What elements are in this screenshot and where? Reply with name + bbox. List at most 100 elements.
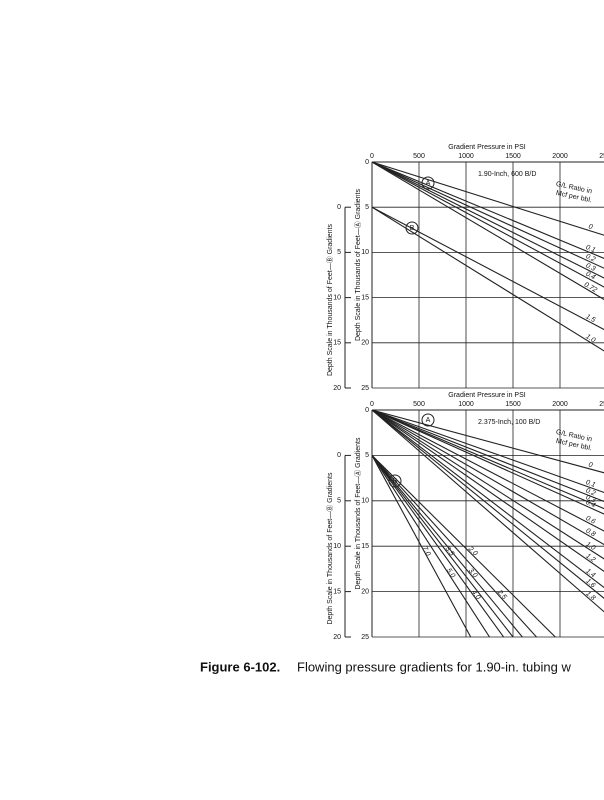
curve-label: 2.5 <box>495 588 507 601</box>
y-tick-label: 0 <box>337 452 341 459</box>
gradient-curve <box>371 161 604 269</box>
curve-label: 0.2 <box>585 253 597 263</box>
curve-label: 5.0 <box>445 567 456 579</box>
gradient-curve <box>371 206 604 352</box>
x-tick-label: 2000 <box>552 153 568 160</box>
gradient-curve <box>371 409 604 613</box>
y-axis-title: Depth Scale in Thousands of Feet—Ⓑ Gradi… <box>326 224 334 377</box>
x-tick-label: 0 <box>370 153 374 160</box>
curve-label: 0.1 <box>585 244 597 254</box>
caption-number: Figure 6-102. <box>200 659 280 674</box>
y-tick-label: 0 <box>365 159 369 166</box>
curve-label: 0.3 <box>585 494 597 504</box>
y-axis-title: Depth Scale in Thousands of Feet—Ⓑ Gradi… <box>326 472 334 625</box>
x-tick-label: 1000 <box>458 153 474 160</box>
gradient-curve <box>371 455 556 638</box>
y-tick-label: 20 <box>361 340 369 347</box>
y-tick-label: 20 <box>361 588 369 595</box>
gradient-curve <box>371 409 604 560</box>
x-tick-label: 1000 <box>458 401 474 408</box>
gradient-curve <box>371 455 537 638</box>
curve-label: 1.6 <box>584 578 596 590</box>
curve-label: 1.2 <box>584 553 596 564</box>
y-axis-title: Depth Scale in Thousands of Feet—Ⓐ Gradi… <box>354 437 362 590</box>
x-tick-label: 0 <box>370 401 374 408</box>
y-tick-label: 5 <box>365 204 369 211</box>
gradient-curve <box>371 161 604 236</box>
curve-label: 1.4 <box>584 568 596 580</box>
gradient-curve <box>371 161 604 288</box>
curve-label: 0.3 <box>584 262 596 273</box>
gradient-curve <box>371 161 604 259</box>
curve-label: 0.1 <box>585 479 597 489</box>
curve-label: 0 <box>588 223 594 231</box>
gradient-curve <box>371 409 604 494</box>
gradient-curve <box>371 409 604 510</box>
y-tick-label: 20 <box>333 634 341 641</box>
curve-label: 7.0 <box>421 545 432 557</box>
gradient-curve <box>371 161 604 279</box>
y-tick-label: 25 <box>361 634 369 641</box>
x-tick-label: 500 <box>413 401 425 408</box>
x-tick-label: 2000 <box>552 401 568 408</box>
curve-label: 3.0 <box>467 567 479 579</box>
y-tick-label: 15 <box>361 294 369 301</box>
curve-label: 0.72 <box>583 281 598 294</box>
y-tick-label: 5 <box>337 498 341 505</box>
marker-letter: A <box>426 417 431 424</box>
x-axis-title: Gradient Pressure in PSI <box>448 144 525 151</box>
gradient-curve <box>371 455 523 638</box>
curve-label: 0.4 <box>585 499 597 509</box>
y-tick-label: 5 <box>337 249 341 256</box>
gradient-curve <box>371 409 604 503</box>
caption-text: Flowing pressure gradients for 1.90-in. … <box>297 659 571 674</box>
curve-label: 1.0 <box>584 541 596 552</box>
y-tick-label: 10 <box>333 294 341 301</box>
y-tick-label: 5 <box>365 452 369 459</box>
gradient-curve <box>371 409 604 474</box>
gradient-curve <box>371 455 505 638</box>
gradient-curve <box>371 455 472 638</box>
gradient-curve <box>371 409 604 573</box>
gradient-curve <box>371 409 604 532</box>
curve-label: 1.0 <box>584 333 596 344</box>
y-tick-label: 15 <box>333 340 341 347</box>
y-tick-label: 10 <box>333 543 341 550</box>
marker-letter: A <box>426 180 431 187</box>
y-tick-label: 10 <box>361 249 369 256</box>
curve-label: 1.8 <box>584 590 596 602</box>
gradient-curve <box>371 409 604 589</box>
x-axis-title: Gradient Pressure in PSI <box>448 392 525 399</box>
curve-label: 0.8 <box>584 527 596 538</box>
gradient-curve <box>371 409 604 546</box>
y-tick-label: 0 <box>337 204 341 211</box>
x-tick-label: 500 <box>413 153 425 160</box>
curve-label: 0.6 <box>584 515 596 526</box>
x-tick-label: 2500 <box>599 401 604 408</box>
y-tick-label: 20 <box>333 385 341 392</box>
gradient-curve <box>371 455 490 638</box>
marker-circle <box>421 413 435 427</box>
y-axis-title: Depth Scale in Thousands of Feet—Ⓐ Gradi… <box>354 189 362 342</box>
x-tick-label: 1500 <box>505 401 521 408</box>
curve-label: 3.5 <box>444 545 456 557</box>
y-tick-label: 15 <box>333 588 341 595</box>
gradient-curve <box>371 206 604 331</box>
gradient-curve <box>371 409 604 515</box>
x-tick-label: 1500 <box>505 153 521 160</box>
curve-label: 2.0 <box>466 545 479 558</box>
curve-label: 1.5 <box>584 313 596 324</box>
y-tick-label: 0 <box>365 407 369 414</box>
gradient-curve <box>371 409 604 599</box>
annotation: 1.90-Inch, 600 B/D <box>478 171 536 178</box>
y-tick-label: 25 <box>361 385 369 392</box>
curve-label: 0 <box>588 462 594 470</box>
gradient-curve <box>371 161 604 301</box>
curve-label: 0.2 <box>585 487 597 497</box>
annotation: 2.375-Inch, 100 B/D <box>478 419 540 426</box>
curve-label: 0.4 <box>584 271 596 282</box>
y-tick-label: 15 <box>361 543 369 550</box>
x-tick-label: 2500 <box>599 153 604 160</box>
